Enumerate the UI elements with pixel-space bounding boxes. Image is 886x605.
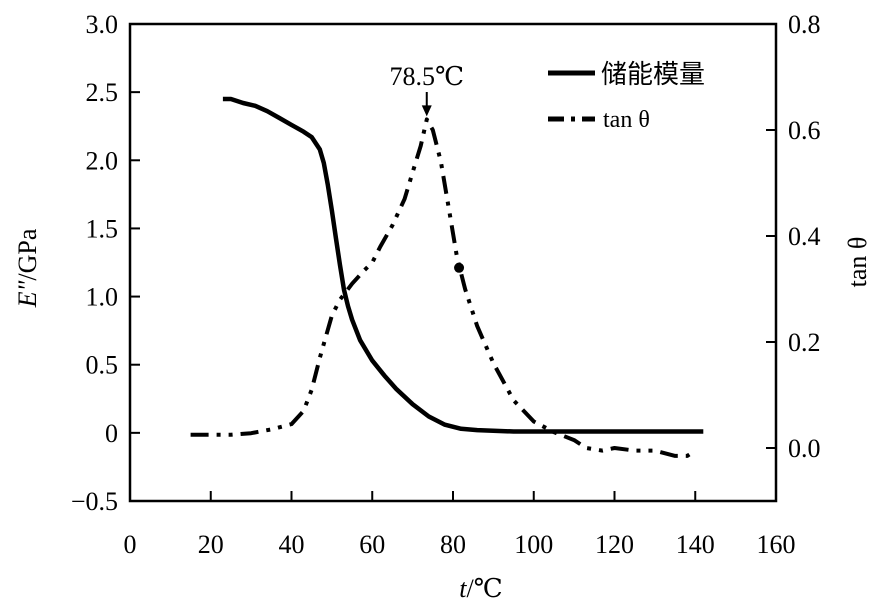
y-left-tick-label: 0.5: [86, 351, 119, 380]
y-left-tick-label: 2.0: [86, 146, 119, 175]
x-tick-label: 60: [359, 530, 385, 559]
series-marker-point: [454, 262, 465, 273]
x-tick-label: 0: [124, 530, 137, 559]
x-axis-unit: /℃: [466, 574, 502, 603]
y-left-tick-label: 3.0: [86, 10, 119, 39]
legend-label-storage-modulus: 储能模量: [601, 60, 705, 89]
y-right-tick-label: 0.0: [788, 434, 821, 463]
peak-annotation-arrowhead: [421, 105, 432, 117]
x-tick-label: 40: [279, 530, 305, 559]
y-left-tick-label: −0.5: [71, 487, 118, 516]
y-axis-right-label: tan θ: [843, 237, 872, 288]
x-tick-label: 120: [595, 530, 634, 559]
tick-layer: 0 20 40 60 80 100 120 140 160−0.500.51.01.52.02.…: [71, 10, 821, 559]
y-right-tick-label: 0.8: [788, 10, 821, 39]
x-axis-var: t: [459, 574, 467, 603]
series-line-tan-theta: [190, 117, 697, 458]
x-tick-label: 140: [676, 530, 715, 559]
y-left-tick-label: 0: [105, 419, 118, 448]
series-layer: [190, 96, 704, 458]
series-line-storage-modulus: [222, 96, 704, 434]
y-left-tick-label: 1.0: [86, 283, 119, 312]
x-tick-label: 100: [514, 530, 553, 559]
legend-label-tan-theta: tan θ: [603, 107, 650, 133]
x-tick-label: 20: [198, 530, 224, 559]
y-axis-left-label: E"/GPa: [13, 228, 42, 308]
legend: 储能模量 tan θ: [548, 60, 705, 133]
y-axis-left-unit: /GPa: [13, 228, 42, 280]
peak-annotation: 78.5℃: [389, 62, 464, 117]
peak-annotation-label: 78.5℃: [389, 62, 464, 91]
y-axis-left-var: E": [13, 281, 42, 309]
y-right-tick-label: 0.4: [788, 222, 821, 251]
y-right-tick-label: 0.2: [788, 328, 821, 357]
y-left-tick-label: 1.5: [86, 214, 119, 243]
x-axis-label: t/℃: [459, 574, 503, 603]
x-tick-label: 80: [440, 530, 466, 559]
y-left-tick-label: 2.5: [86, 78, 119, 107]
y-right-tick-label: 0.6: [788, 116, 821, 145]
x-tick-label: 160: [757, 530, 796, 559]
